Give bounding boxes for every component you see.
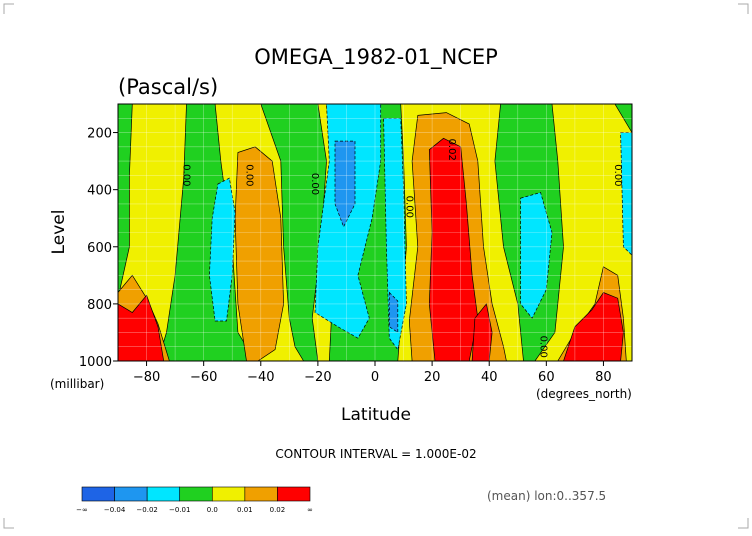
x-tick-label: 40 xyxy=(481,370,498,385)
colorbar-swatch-1 xyxy=(114,486,148,502)
chart-subtitle: (Pascal/s) xyxy=(118,75,218,99)
contour-region-12 xyxy=(471,303,493,362)
contour-region-17 xyxy=(520,192,553,319)
x-axis-label: Latitude xyxy=(341,405,411,425)
x-tick-label: 0 xyxy=(371,370,379,385)
footnote-text: (mean) lon:0..357.5 xyxy=(487,489,606,503)
contour-region-18 xyxy=(620,132,633,257)
x-unit-label: (degrees_north) xyxy=(536,387,632,401)
colorbar-label-7: ∞ xyxy=(307,506,313,514)
colorbar-label-1: −0.04 xyxy=(104,506,126,514)
y-tick-label: 400 xyxy=(87,184,112,199)
contour-labels: 0.00 0.00 0.00 0.00 0.02 0.00 0.00 xyxy=(181,139,623,358)
corner-marks xyxy=(3,3,749,529)
y-tick-label: 800 xyxy=(87,298,112,313)
y-tick-label: 600 xyxy=(87,241,112,256)
y-ticks: 200 400 600 800 1000 xyxy=(79,127,118,370)
colorbar-label-4: 0.0 xyxy=(207,506,218,514)
contour-label-2: 0.00 xyxy=(309,173,320,195)
contour-label-3: 0.00 xyxy=(403,196,414,218)
chart-title: OMEGA_1982-01_NCEP xyxy=(254,45,498,70)
x-tick-label: −60 xyxy=(190,370,217,385)
x-tick-label: −20 xyxy=(304,370,331,385)
contour-label-0: 0.00 xyxy=(181,164,192,186)
colorbar-swatch-3 xyxy=(179,486,213,502)
contour-region-20 xyxy=(388,291,399,334)
x-tick-label: 20 xyxy=(424,370,441,385)
contour-region-16 xyxy=(383,117,407,351)
colorbar-swatch-6 xyxy=(277,486,311,502)
contour-label-1: 0.00 xyxy=(244,164,255,186)
colorbar-label-5: 0.01 xyxy=(237,506,253,514)
contour-region-19 xyxy=(334,140,356,228)
contour-label-5: 0.00 xyxy=(612,164,623,186)
colorbar: −∞ −0.04 −0.02 −0.01 0.0 0.01 0.02 ∞ xyxy=(76,486,313,514)
contour-label-4: 0.02 xyxy=(446,139,457,161)
colorbar-label-2: −0.02 xyxy=(136,506,157,514)
x-tick-label: −40 xyxy=(247,370,274,385)
colorbar-label-0: −∞ xyxy=(76,506,88,514)
y-tick-label: 1000 xyxy=(79,355,112,370)
y-unit-label: (millibar) xyxy=(50,377,104,391)
colorbar-swatch-0 xyxy=(81,486,115,502)
x-tick-label: −80 xyxy=(133,370,160,385)
colorbar-swatch-5 xyxy=(244,486,278,502)
x-ticks: −80 −60 −40 −20 0 20 40 60 80 xyxy=(133,361,612,385)
contour-region-15 xyxy=(314,103,382,339)
plot-area xyxy=(117,103,633,362)
x-tick-label: 80 xyxy=(595,370,612,385)
y-axis-label: Level xyxy=(49,210,69,255)
colorbar-swatch-4 xyxy=(211,486,246,502)
y-tick-label: 200 xyxy=(87,127,112,142)
colorbar-label-3: −0.01 xyxy=(169,506,190,514)
contour-label-6: 0.00 xyxy=(538,336,549,358)
x-tick-label: 60 xyxy=(538,370,555,385)
colorbar-swatch-2 xyxy=(146,486,181,502)
contour-interval-text: CONTOUR INTERVAL = 1.000E-02 xyxy=(275,447,476,461)
colorbar-label-6: 0.02 xyxy=(270,506,286,514)
contour-region-7 xyxy=(234,146,284,362)
contour-region-14 xyxy=(209,177,236,322)
